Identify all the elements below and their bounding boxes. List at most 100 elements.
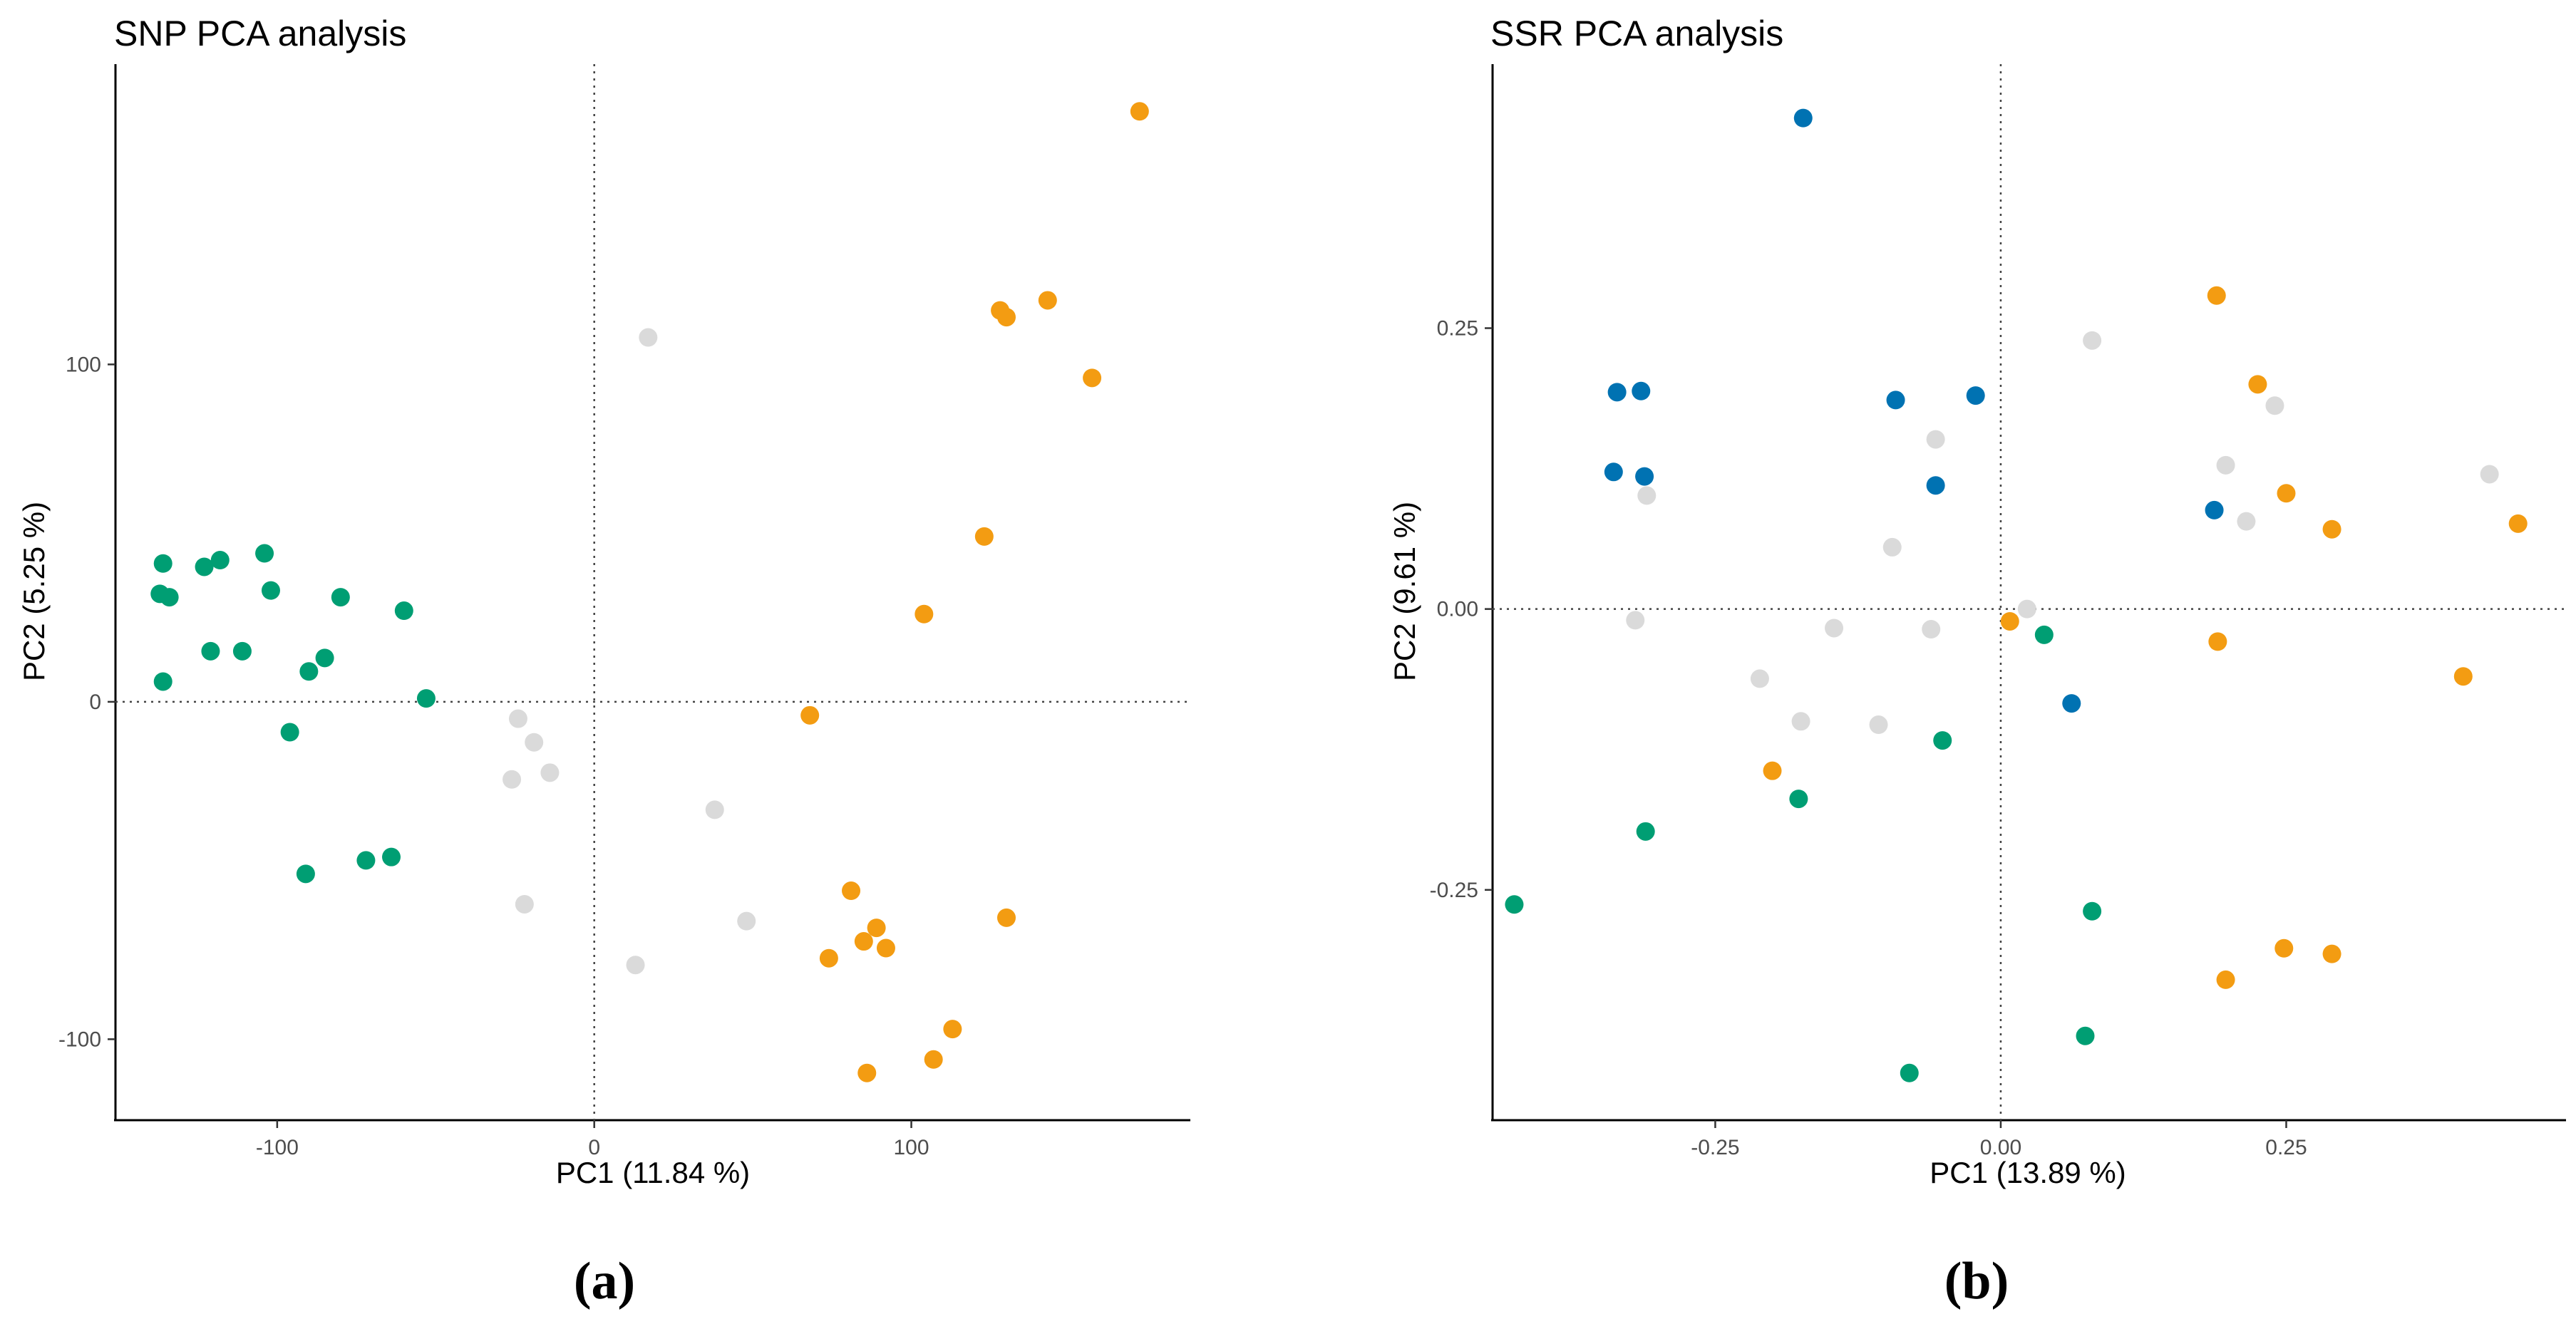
snp-x-axis-label: PC1 (11.84 %) xyxy=(556,1156,750,1189)
snp-y-tick-label: 0 xyxy=(89,690,101,714)
ssr-pca-panel: SSR PCA analysis -0.25 0.00 0.25 -0.25 0.00 0… xyxy=(1388,14,2566,1310)
snp-point-green xyxy=(201,641,220,661)
ssr-point-green xyxy=(2034,625,2054,644)
snp-point-grey xyxy=(626,956,645,975)
snp-point-orange xyxy=(924,1050,943,1069)
ssr-point-orange xyxy=(2208,632,2227,651)
ssr-point-orange xyxy=(1763,761,1782,780)
ssr-point-grey xyxy=(2237,512,2256,531)
ssr-point-grey xyxy=(2216,455,2235,475)
snp-point-grey xyxy=(737,911,756,931)
snp-point-grey xyxy=(705,800,724,819)
ssr-x-tick-label: -0.25 xyxy=(1691,1136,1739,1159)
ssr-point-orange xyxy=(2453,667,2473,686)
ssr-point-orange xyxy=(2216,970,2235,989)
snp-x-tick-label: 100 xyxy=(894,1136,929,1159)
snp-x-tick-label: 0 xyxy=(588,1136,600,1159)
snp-point-green xyxy=(280,723,299,742)
snp-point-orange xyxy=(943,1020,962,1039)
ssr-point-green xyxy=(1789,790,1808,809)
ssr-point-blue xyxy=(1926,476,1945,495)
snp-chart-title: SNP PCA analysis xyxy=(114,14,406,53)
snp-point-orange xyxy=(819,948,838,968)
ssr-point-blue xyxy=(1793,108,1813,128)
ssr-point-orange xyxy=(2322,944,2341,963)
ssr-point-grey xyxy=(2265,396,2284,415)
snp-point-grey xyxy=(515,894,534,914)
snp-zero-reference-lines xyxy=(115,64,1190,1120)
snp-point-green xyxy=(210,551,230,570)
snp-point-orange xyxy=(974,527,994,546)
snp-point-green xyxy=(153,554,172,573)
ssr-point-blue xyxy=(2062,694,2081,713)
snp-point-orange xyxy=(854,932,873,951)
ssr-scatter-points xyxy=(1505,108,2528,1082)
ssr-point-blue xyxy=(1604,462,1623,482)
ssr-point-grey xyxy=(1869,715,1888,735)
snp-point-green xyxy=(261,581,280,600)
ssr-point-grey xyxy=(1825,619,1844,638)
ssr-point-grey xyxy=(2017,599,2036,619)
ssr-point-green xyxy=(1933,731,1952,750)
ssr-point-grey xyxy=(1626,611,1645,630)
ssr-point-grey xyxy=(2083,331,2102,350)
ssr-point-blue xyxy=(1966,386,1985,405)
snp-point-grey xyxy=(503,770,522,789)
ssr-point-green xyxy=(1900,1063,1919,1082)
snp-point-green xyxy=(160,588,179,607)
snp-x-tick-label: -100 xyxy=(256,1136,299,1159)
ssr-point-green xyxy=(1636,822,1655,841)
snp-point-orange xyxy=(1038,291,1057,310)
snp-point-orange xyxy=(842,881,861,901)
ssr-point-orange xyxy=(2508,514,2528,533)
snp-y-tick-label: 100 xyxy=(66,353,101,376)
snp-point-orange xyxy=(1130,102,1149,121)
snp-point-orange xyxy=(867,919,886,938)
snp-point-green xyxy=(315,648,334,668)
ssr-point-grey xyxy=(1882,537,1902,557)
snp-point-grey xyxy=(508,709,527,728)
ssr-point-orange xyxy=(2274,938,2294,958)
snp-point-orange xyxy=(996,308,1016,327)
ssr-y-tick-label: 0.00 xyxy=(1437,598,1478,621)
ssr-point-grey xyxy=(2480,465,2499,484)
snp-point-orange xyxy=(800,705,820,725)
snp-panel-caption: (a) xyxy=(574,1252,635,1310)
snp-point-orange xyxy=(876,938,895,958)
snp-point-green xyxy=(153,672,172,691)
ssr-axis-ticks: -0.25 0.00 0.25 -0.25 0.00 0.25 xyxy=(1430,317,2307,1160)
ssr-panel-caption: (b) xyxy=(1944,1252,2009,1310)
snp-point-green xyxy=(232,641,252,661)
ssr-y-tick-label: -0.25 xyxy=(1430,879,1478,902)
ssr-point-green xyxy=(2083,901,2102,921)
snp-point-green xyxy=(255,544,274,563)
ssr-point-grey xyxy=(1922,620,1941,639)
ssr-y-tick-label: 0.25 xyxy=(1437,317,1478,341)
ssr-point-green xyxy=(2076,1026,2095,1045)
ssr-point-blue xyxy=(1607,383,1627,402)
ssr-point-orange xyxy=(2277,484,2296,503)
snp-point-green xyxy=(331,588,350,607)
ssr-point-orange xyxy=(2248,375,2267,394)
ssr-point-green xyxy=(1505,895,1524,914)
ssr-x-tick-label: 0.00 xyxy=(1980,1136,2021,1159)
snp-point-green xyxy=(296,864,315,884)
snp-point-orange xyxy=(996,908,1016,927)
snp-point-grey xyxy=(525,733,544,752)
ssr-point-blue xyxy=(2205,500,2224,519)
ssr-point-grey xyxy=(1926,430,1945,449)
snp-scatter-points xyxy=(150,102,1149,1082)
ssr-chart-title: SSR PCA analysis xyxy=(1490,14,1783,53)
snp-axis-ticks: -100 0 100 -100 0 100 xyxy=(58,353,929,1159)
snp-y-tick-label: -100 xyxy=(58,1028,101,1051)
snp-pca-panel: SNP PCA analysis -100 0 100 -100 0 100 PC1 (1… xyxy=(17,14,1190,1310)
ssr-x-axis-label: PC1 (13.89 %) xyxy=(1930,1156,2126,1189)
snp-point-green xyxy=(299,662,319,681)
ssr-x-tick-label: 0.25 xyxy=(2265,1136,2307,1159)
snp-point-orange xyxy=(915,604,934,624)
ssr-point-orange xyxy=(2322,519,2341,539)
snp-point-green xyxy=(356,851,376,870)
ssr-point-blue xyxy=(1886,390,1905,410)
snp-point-grey xyxy=(639,328,658,347)
ssr-point-grey xyxy=(1637,486,1657,505)
